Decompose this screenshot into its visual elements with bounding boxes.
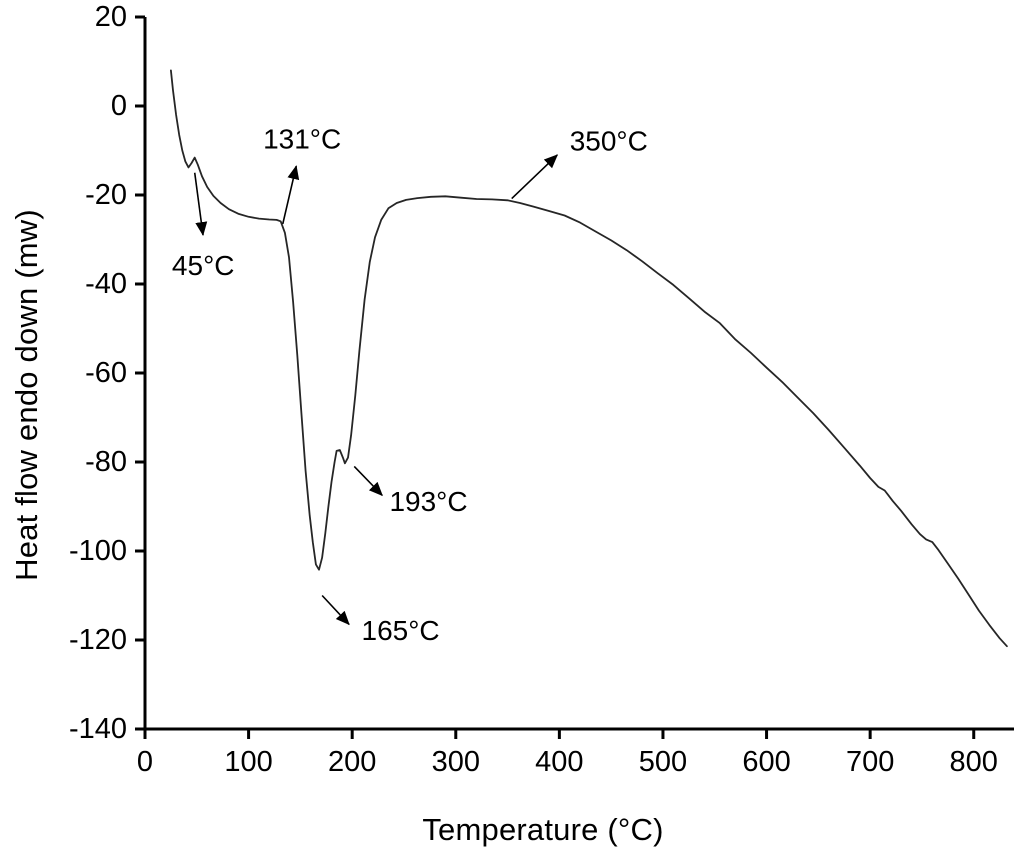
annotation-arrow [353,465,383,497]
annotation-label: 45°C [172,250,235,281]
annotation-label: 165°C [362,615,440,646]
x-tick-label: 800 [950,746,998,778]
annotation-label: 131°C [263,123,341,154]
y-tick-label: -20 [85,179,127,211]
y-tick-label: 0 [111,90,127,122]
dsc-curve [170,69,1008,648]
x-tick-label: 500 [639,746,687,778]
x-tick-label: 400 [535,746,583,778]
annotation-arrow [193,172,208,237]
x-tick-label: 600 [742,746,790,778]
x-tick-label: 700 [846,746,894,778]
y-tick-label: -120 [69,624,127,656]
y-tick-label: -80 [85,446,127,478]
annotation-arrow [321,594,350,626]
y-axis-title: Heat flow endo down (mw) [9,209,44,581]
x-tick-label: 0 [137,746,153,778]
annotation-arrow [281,165,300,225]
x-tick-label: 100 [224,746,272,778]
y-tick-label: -140 [69,713,127,745]
x-axis-title: Temperature (°C) [422,812,664,847]
y-tick-label: -40 [85,268,127,300]
annotation-label: 193°C [389,486,467,517]
x-tick-label: 200 [328,746,376,778]
y-tick-label: 20 [95,1,127,33]
y-tick-label: -60 [85,357,127,389]
x-tick-label: 300 [432,746,480,778]
y-tick-label: -100 [69,535,127,567]
annotation-arrow [511,154,559,200]
annotation-label: 350°C [570,126,648,157]
